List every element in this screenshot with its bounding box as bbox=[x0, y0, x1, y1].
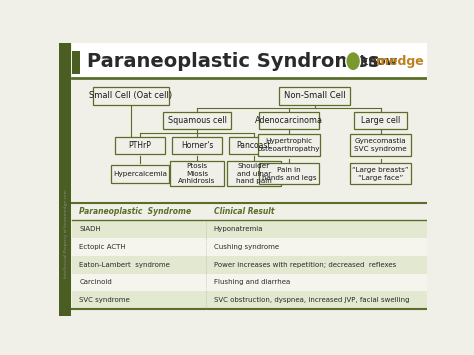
FancyBboxPatch shape bbox=[354, 111, 407, 129]
Text: Shoulder
and ulnar
hand pain: Shoulder and ulnar hand pain bbox=[236, 163, 272, 184]
FancyBboxPatch shape bbox=[93, 87, 169, 105]
FancyBboxPatch shape bbox=[115, 137, 165, 154]
Text: Eaton-Lambert  syndrome: Eaton-Lambert syndrome bbox=[80, 262, 170, 268]
FancyBboxPatch shape bbox=[258, 163, 319, 185]
Text: SIADH: SIADH bbox=[80, 226, 101, 232]
Text: Small Cell (Oat cell): Small Cell (Oat cell) bbox=[89, 91, 173, 100]
Text: Carcinoid: Carcinoid bbox=[80, 279, 112, 285]
Text: medge: medge bbox=[376, 55, 424, 68]
Bar bbox=[72, 202, 427, 220]
Bar bbox=[72, 274, 427, 291]
FancyBboxPatch shape bbox=[170, 161, 224, 186]
Text: Gynecomastia
SVC syndrome: Gynecomastia SVC syndrome bbox=[354, 138, 407, 152]
Bar bbox=[72, 238, 427, 256]
Text: Ectopic ACTH: Ectopic ACTH bbox=[80, 244, 126, 250]
FancyBboxPatch shape bbox=[350, 163, 411, 185]
FancyBboxPatch shape bbox=[258, 111, 319, 129]
Text: Large cell: Large cell bbox=[361, 116, 401, 125]
Text: SVC obstruction, dyspnea, increased JVP, facial swelling: SVC obstruction, dyspnea, increased JVP,… bbox=[213, 297, 409, 303]
Text: SVC syndrome: SVC syndrome bbox=[80, 297, 130, 303]
Text: Pancoast: Pancoast bbox=[237, 141, 271, 149]
Text: Pain in
hands and legs: Pain in hands and legs bbox=[262, 167, 316, 181]
Bar bbox=[72, 256, 427, 274]
FancyBboxPatch shape bbox=[229, 137, 279, 154]
Text: Paraneoplastic Syndromes: Paraneoplastic Syndromes bbox=[87, 52, 379, 71]
Text: know: know bbox=[360, 55, 398, 68]
Bar bbox=[72, 291, 427, 309]
Text: Cushing syndrome: Cushing syndrome bbox=[213, 244, 279, 250]
Bar bbox=[72, 51, 80, 74]
FancyBboxPatch shape bbox=[163, 111, 231, 129]
Text: Hypercalcemia: Hypercalcemia bbox=[113, 171, 167, 177]
Text: Ptosis
Miosis
Anhidrosis: Ptosis Miosis Anhidrosis bbox=[178, 163, 216, 184]
Text: Flushing and diarrhea: Flushing and diarrhea bbox=[213, 279, 290, 285]
Text: Paraneoplastic  Syndrome: Paraneoplastic Syndrome bbox=[80, 207, 191, 216]
Bar bbox=[59, 43, 71, 316]
FancyBboxPatch shape bbox=[350, 134, 411, 156]
FancyBboxPatch shape bbox=[172, 137, 222, 154]
FancyBboxPatch shape bbox=[258, 134, 319, 156]
Text: Horner's: Horner's bbox=[181, 141, 213, 149]
FancyBboxPatch shape bbox=[111, 165, 169, 183]
Text: Adenocarcinoma: Adenocarcinoma bbox=[255, 116, 323, 125]
Bar bbox=[72, 43, 427, 78]
Text: Squamous cell: Squamous cell bbox=[168, 116, 227, 125]
Text: “Large breasts”
“Large face”: “Large breasts” “Large face” bbox=[352, 167, 409, 181]
Text: Hypertrophic
osteoarthropathy: Hypertrophic osteoarthropathy bbox=[257, 138, 320, 152]
Text: Intellectual Property of knowmedge.com: Intellectual Property of knowmedge.com bbox=[64, 190, 68, 278]
Text: Power increases with repetition; decreased  reflexes: Power increases with repetition; decreas… bbox=[213, 262, 396, 268]
Text: Non-Small Cell: Non-Small Cell bbox=[284, 91, 346, 100]
FancyBboxPatch shape bbox=[279, 87, 350, 105]
Text: PTHrP: PTHrP bbox=[128, 141, 152, 149]
Text: Clinical Result: Clinical Result bbox=[213, 207, 274, 216]
Text: Hyponatremia: Hyponatremia bbox=[213, 226, 263, 232]
Ellipse shape bbox=[346, 51, 361, 71]
FancyBboxPatch shape bbox=[228, 161, 281, 186]
Bar bbox=[72, 220, 427, 238]
